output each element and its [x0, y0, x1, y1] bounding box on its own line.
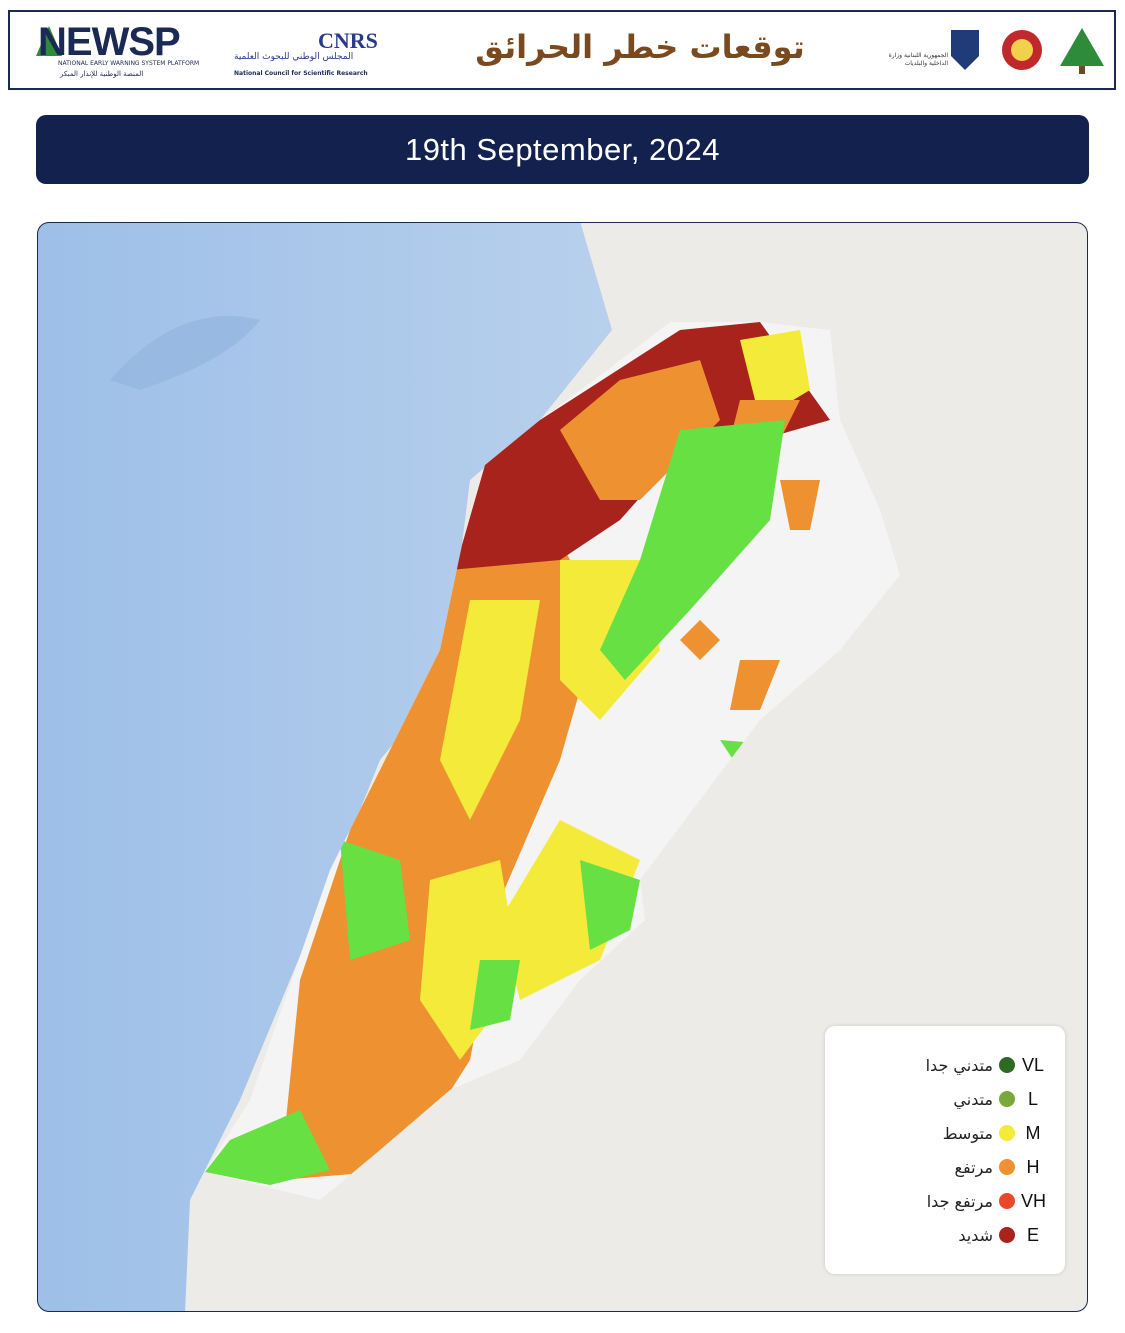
legend-label: شديد	[958, 1225, 993, 1245]
legend-swatch	[999, 1159, 1015, 1175]
header	[8, 10, 1116, 90]
ministry-text: الجمهورية اللبنانية وزارة الداخلية والبل…	[888, 52, 948, 67]
legend-code: L	[1027, 1088, 1038, 1109]
legend-code: M	[1025, 1122, 1041, 1143]
newsp-arabic: المنصة الوطنية للإنذار المبكر	[60, 70, 144, 78]
cnrs-arabic: المجلس الوطني للبحوث العلمية	[234, 52, 354, 62]
legend-label: مرتفع	[954, 1157, 993, 1177]
legend-item: مرتفع H	[825, 1150, 1065, 1184]
legend-item: شديد E	[825, 1218, 1065, 1252]
legend-label: متدني	[953, 1089, 993, 1109]
newsp-subtitle: NATIONAL EARLY WARNING SYSTEM PLATFORM	[58, 60, 200, 67]
cnrs-logo: CNRS	[318, 28, 378, 53]
legend-swatch	[999, 1125, 1015, 1141]
legend-swatch	[999, 1227, 1015, 1243]
page-title: توقعات خطر الحرائق	[475, 28, 805, 66]
legend-label: متوسط	[942, 1123, 993, 1143]
legend-item: متوسط M	[825, 1116, 1065, 1150]
legend-swatch	[999, 1193, 1015, 1209]
cedar-logo	[36, 26, 62, 56]
legend-code: H	[1026, 1156, 1040, 1177]
newsp-logo: NEWSP	[38, 20, 181, 64]
cnrs-english: National Council for Scientific Research	[234, 70, 368, 77]
date-bar: 19th September, 2024	[36, 115, 1089, 184]
legend-code: E	[1026, 1224, 1039, 1245]
emblems	[951, 28, 1104, 74]
legend-item: مرتفع جدا VH	[825, 1184, 1065, 1218]
legend-item: متدني L	[825, 1082, 1065, 1116]
legend-swatch	[999, 1091, 1015, 1107]
legend-code: VL	[1021, 1054, 1045, 1075]
legend-code: VH	[1021, 1190, 1047, 1211]
legend: متدني جدا VL متدني L متوسط M مرتفع H مرتفع جدا VH…	[825, 1026, 1065, 1274]
legend-swatch	[999, 1057, 1015, 1073]
legend-item: متدني جدا VL	[825, 1048, 1065, 1082]
date: 19th September, 2024	[404, 131, 721, 167]
legend-label: متدني جدا	[925, 1055, 993, 1075]
legend-label: مرتفع جدا	[926, 1191, 993, 1211]
